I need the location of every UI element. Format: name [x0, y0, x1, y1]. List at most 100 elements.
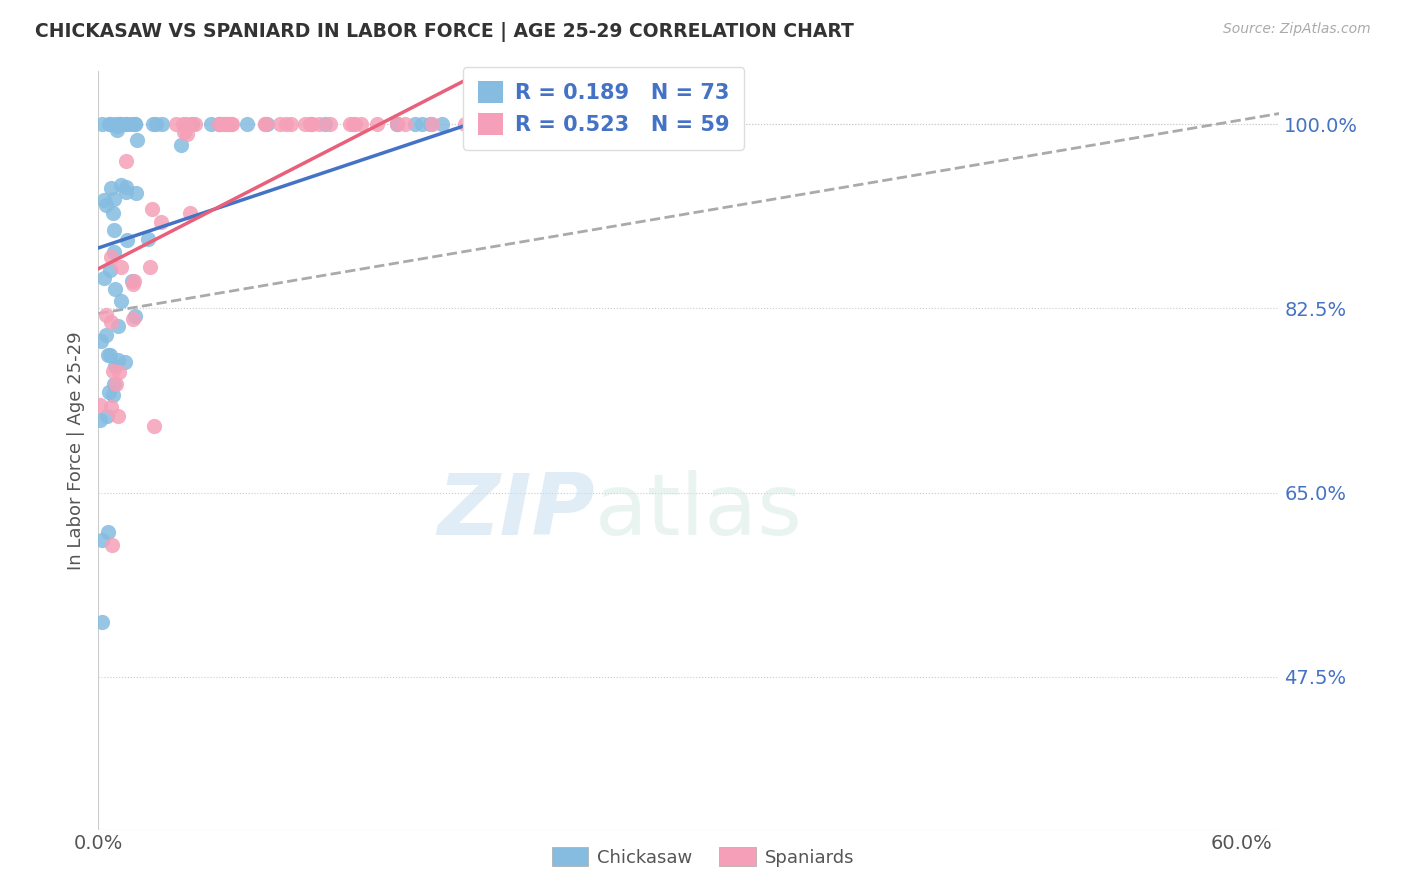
Point: [97, 348, 120, 362]
Point: [100, 181, 122, 195]
Point: [98, 117, 121, 131]
Point: [141, 117, 163, 131]
Point: [173, 125, 195, 139]
Point: [603, 117, 626, 131]
Point: [179, 206, 201, 220]
Point: [221, 117, 243, 131]
Point: [605, 117, 627, 131]
Point: [294, 117, 316, 131]
Point: [139, 260, 162, 274]
Point: [90, 334, 112, 348]
Point: [387, 117, 409, 131]
Point: [114, 117, 136, 131]
Point: [98, 385, 121, 400]
Point: [89, 398, 111, 412]
Point: [94, 327, 117, 342]
Point: [342, 117, 364, 131]
Y-axis label: In Labor Force | Age 25-29: In Labor Force | Age 25-29: [66, 331, 84, 570]
Point: [108, 117, 131, 131]
Point: [319, 117, 342, 131]
Point: [107, 409, 129, 424]
Point: [90, 117, 112, 131]
Text: CHICKASAW VS SPANIARD IN LABOR FORCE | AGE 25-29 CORRELATION CHART: CHICKASAW VS SPANIARD IN LABOR FORCE | A…: [35, 22, 853, 42]
Point: [488, 117, 510, 131]
Point: [97, 524, 120, 539]
Point: [103, 245, 125, 260]
Point: [207, 117, 229, 131]
Point: [108, 117, 131, 131]
Point: [115, 153, 138, 168]
Text: ZIP: ZIP: [437, 469, 595, 553]
Point: [122, 277, 145, 291]
Point: [138, 232, 160, 246]
Point: [115, 117, 138, 131]
Point: [208, 117, 231, 131]
Point: [100, 263, 122, 277]
Point: [419, 117, 441, 131]
Point: [105, 377, 128, 392]
Point: [93, 271, 115, 285]
Point: [344, 117, 367, 131]
Point: [488, 117, 510, 131]
Point: [100, 400, 122, 414]
Point: [218, 117, 240, 131]
Point: [124, 117, 146, 131]
Point: [107, 318, 129, 333]
Point: [404, 117, 426, 131]
Point: [108, 364, 131, 378]
Point: [208, 117, 231, 131]
Text: Source: ZipAtlas.com: Source: ZipAtlas.com: [1223, 22, 1371, 37]
Point: [236, 117, 259, 131]
Point: [181, 117, 204, 131]
Point: [172, 117, 194, 131]
Point: [170, 138, 193, 153]
Point: [299, 117, 322, 131]
Point: [103, 376, 125, 391]
Point: [387, 117, 409, 131]
Point: [339, 117, 361, 131]
Point: [165, 117, 187, 131]
Point: [209, 117, 232, 131]
Point: [90, 615, 112, 629]
Point: [221, 117, 243, 131]
Point: [280, 117, 302, 131]
Legend: Chickasaw, Spaniards: Chickasaw, Spaniards: [544, 840, 862, 874]
Point: [108, 117, 131, 131]
Point: [110, 293, 132, 308]
Point: [506, 117, 529, 131]
Point: [94, 198, 117, 212]
Point: [101, 206, 124, 220]
Point: [350, 117, 373, 131]
Point: [105, 120, 128, 134]
Point: [121, 311, 143, 326]
Point: [200, 117, 222, 131]
Legend: R = 0.189   N = 73, R = 0.523   N = 59: R = 0.189 N = 73, R = 0.523 N = 59: [463, 67, 744, 150]
Point: [124, 117, 146, 131]
Point: [107, 352, 129, 367]
Point: [454, 117, 477, 131]
Point: [103, 192, 125, 206]
Point: [150, 215, 173, 229]
Point: [253, 117, 276, 131]
Point: [269, 117, 291, 131]
Point: [366, 117, 388, 131]
Point: [652, 117, 675, 131]
Point: [150, 117, 173, 131]
Point: [214, 117, 236, 131]
Point: [104, 359, 127, 373]
Point: [141, 202, 163, 217]
Point: [314, 117, 336, 131]
Point: [98, 117, 121, 131]
Text: atlas: atlas: [595, 469, 803, 553]
Point: [96, 409, 118, 423]
Point: [432, 117, 454, 131]
Point: [103, 223, 125, 237]
Point: [121, 274, 143, 288]
Point: [145, 117, 167, 131]
Point: [299, 117, 322, 131]
Point: [650, 117, 672, 131]
Point: [104, 282, 127, 296]
Point: [100, 315, 122, 329]
Point: [110, 178, 132, 192]
Point: [115, 179, 138, 194]
